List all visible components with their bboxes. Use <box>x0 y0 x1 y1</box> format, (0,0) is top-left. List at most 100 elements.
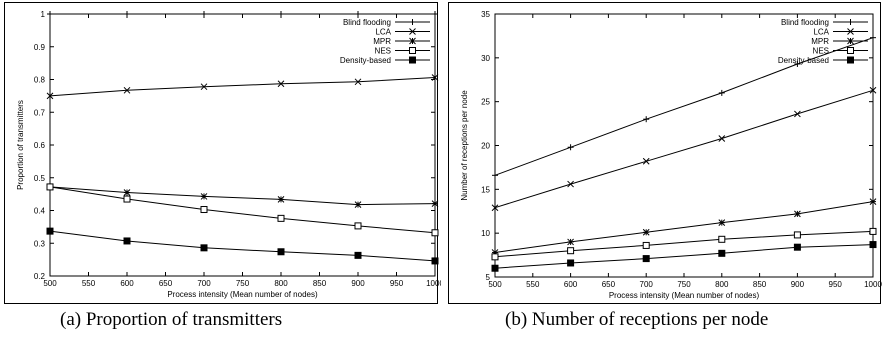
series-density-based <box>46 227 439 265</box>
y-tick-label: 0.7 <box>34 108 46 117</box>
y-tick-label: 0.4 <box>34 207 46 216</box>
y-tick-label: 0.6 <box>34 141 46 150</box>
legend-label: Blind flooding <box>781 18 829 27</box>
data-point <box>46 92 54 100</box>
data-point <box>567 144 574 151</box>
data-point <box>123 189 131 196</box>
data-point <box>354 201 362 208</box>
x-tick-label: 1000 <box>426 279 441 288</box>
y-axis-label: Number of receptions per node <box>460 90 469 201</box>
x-tick-label: 750 <box>236 279 250 288</box>
data-point <box>567 247 575 255</box>
x-tick-label: 950 <box>829 280 843 289</box>
x-tick-label: 800 <box>274 279 288 288</box>
y-tick-label: 25 <box>481 98 490 107</box>
legend-label: LCA <box>813 28 829 37</box>
legend-marker <box>409 37 416 45</box>
data-point <box>793 243 801 251</box>
x-tick-label: 850 <box>753 280 767 289</box>
data-point <box>355 11 361 17</box>
x-tick-label: 700 <box>640 280 654 289</box>
data-point <box>431 200 439 207</box>
x-tick-label: 650 <box>602 280 616 289</box>
data-point <box>642 241 650 249</box>
caption-b: (b) Number of receptions per node <box>505 309 769 330</box>
data-point <box>869 227 877 235</box>
x-tick-label: 800 <box>715 280 729 289</box>
x-tick-label: 500 <box>43 279 57 288</box>
legend-marker <box>847 37 854 45</box>
x-axis-label: Process intensity (Mean number of nodes) <box>167 290 318 299</box>
x-tick-label: 750 <box>677 280 691 289</box>
legend-marker <box>409 28 416 35</box>
figure-frame <box>448 2 881 304</box>
data-point <box>277 196 285 203</box>
legend-label: LCA <box>375 28 391 37</box>
y-tick-label: 0.5 <box>34 174 46 183</box>
data-point <box>718 249 726 257</box>
data-point <box>46 227 54 235</box>
data-point <box>200 244 208 252</box>
series-nes <box>46 183 439 237</box>
data-point <box>643 116 650 123</box>
series-blind-flooding <box>492 34 876 179</box>
legend-label: NES <box>375 47 391 56</box>
series-line <box>494 244 874 269</box>
data-point <box>870 34 876 41</box>
series-line <box>494 37 874 176</box>
data-point <box>123 195 131 203</box>
legend-label: NES <box>813 47 829 56</box>
y-tick-label: 0.9 <box>34 43 46 52</box>
data-point <box>46 183 54 191</box>
series-line <box>49 77 436 97</box>
series-mpr <box>491 198 877 256</box>
data-point <box>123 237 131 245</box>
data-point <box>794 110 801 118</box>
data-point <box>124 11 130 17</box>
series-lca <box>46 74 439 100</box>
data-point <box>278 11 284 17</box>
data-point <box>277 248 285 256</box>
data-point <box>47 11 53 17</box>
series-nes <box>491 227 877 261</box>
y-tick-label: 30 <box>481 54 490 63</box>
chart-receptions-per-node: 500 550 600 650 700 750 800 850 900 950 1000 5 10 15 2… <box>448 2 882 304</box>
legend-marker <box>409 47 416 54</box>
y-tick-label: 35 <box>481 10 490 19</box>
x-tick-label: 550 <box>82 279 96 288</box>
legend-marker <box>847 56 854 64</box>
series-line <box>49 186 436 206</box>
data-point <box>567 259 575 267</box>
x-tick-label: 950 <box>390 279 404 288</box>
legend-label: MPR <box>373 37 391 46</box>
data-point <box>642 255 650 263</box>
data-point <box>567 180 574 188</box>
y-tick-label: 10 <box>481 229 490 238</box>
data-point <box>567 238 574 246</box>
x-tick-label: 900 <box>791 280 805 289</box>
x-tick-label: 600 <box>120 279 134 288</box>
x-tick-label: 600 <box>564 280 578 289</box>
data-point <box>354 222 362 230</box>
y-tick-label: 0.2 <box>34 272 46 281</box>
data-point <box>794 60 801 67</box>
figure-frame <box>4 2 438 304</box>
data-point <box>431 229 439 237</box>
data-point <box>869 86 877 94</box>
legend-label: Density-based <box>778 56 829 65</box>
data-point <box>642 157 650 165</box>
series-line <box>494 201 874 253</box>
x-tick-label: 900 <box>351 279 365 288</box>
legend-label: MPR <box>811 37 829 46</box>
data-point <box>200 83 208 91</box>
series-line <box>494 230 874 258</box>
y-tick-label: 1 <box>41 10 46 19</box>
data-point <box>431 74 439 81</box>
y-tick-label: 20 <box>481 142 490 151</box>
x-tick-label: 700 <box>197 279 211 288</box>
data-point <box>431 257 439 265</box>
legend-label: Blind flooding <box>343 18 391 27</box>
x-tick-label: 500 <box>488 280 502 289</box>
